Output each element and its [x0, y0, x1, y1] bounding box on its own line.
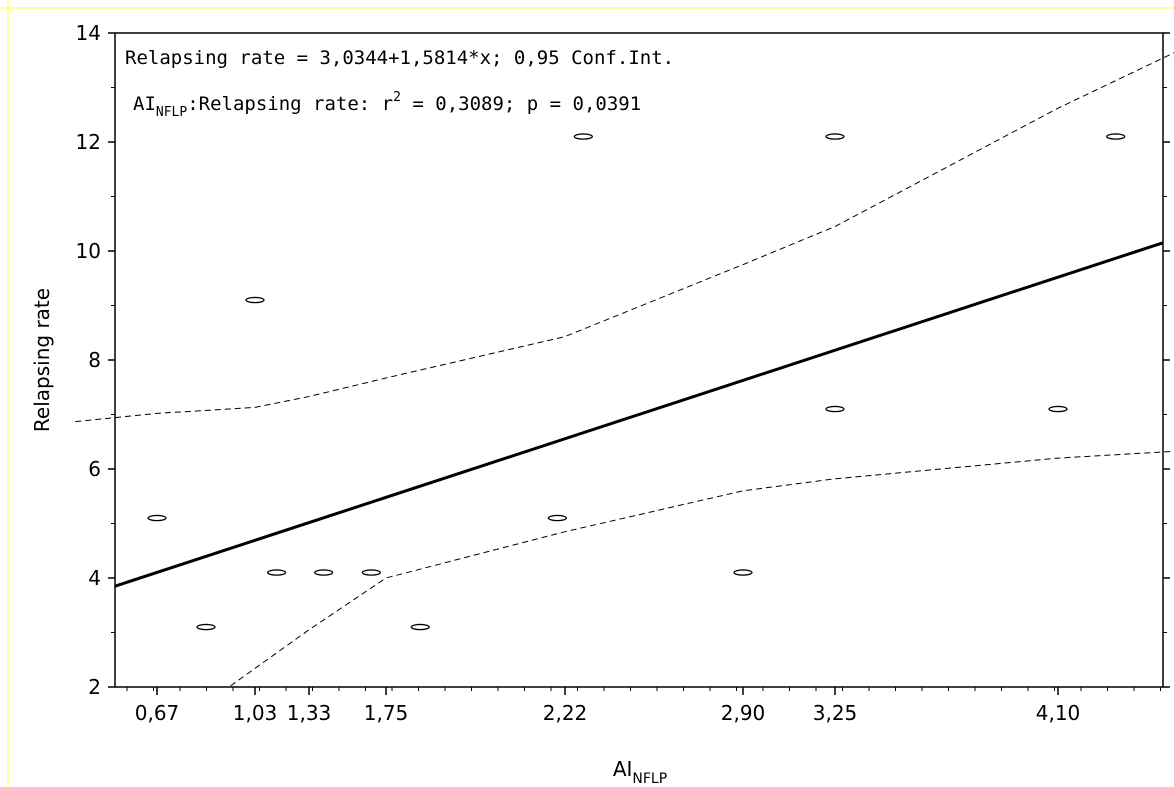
data-point: [1048, 405, 1068, 413]
data-point: [410, 623, 430, 631]
data-point: [825, 405, 845, 413]
data-point: [361, 569, 381, 576]
r2-rest: = 0,3089; p = 0,0391: [401, 93, 641, 115]
regression-line: [114, 241, 1164, 588]
y-tick-label: 14: [76, 21, 101, 45]
x-tick-label: 3,25: [813, 701, 858, 725]
data-point: [196, 623, 216, 631]
upper-confidence-bound: [75, 52, 1174, 423]
r-squared-label: AINFLP:Relapsing rate: r2 = 0,3089; p = …: [133, 90, 641, 120]
data-points: [147, 133, 1126, 631]
r2-mid: :Relapsing rate: r: [187, 93, 393, 115]
y-tick-label: 12: [76, 130, 101, 154]
data-point: [314, 569, 334, 576]
axis-ticks: 2 4 6 8 10 12 14 0,67 1,03 1,33 1,75 2,22 2,90 3,25 4,…: [76, 21, 1170, 725]
r2-var: AI: [133, 93, 156, 115]
x-tick-label: 4,10: [1036, 701, 1081, 725]
data-point: [1106, 133, 1126, 140]
regression-line-group: [114, 241, 1164, 588]
confidence-band: [75, 52, 1174, 687]
data-point: [733, 569, 753, 576]
x-tick-label: 2,22: [543, 701, 588, 725]
r2-var-sub: NFLP: [156, 105, 187, 120]
regression-equation-label: Relapsing rate = 3,0344+1,5814*x; 0,95 C…: [125, 47, 674, 69]
x-axis-label-sub: NFLP: [632, 771, 667, 787]
data-point: [825, 133, 845, 140]
y-axis-label: Relapsing rate: [30, 288, 54, 432]
y-tick-label: 4: [88, 566, 101, 590]
r2-sup: 2: [393, 90, 401, 105]
data-point: [266, 569, 287, 576]
lower-confidence-bound: [230, 450, 1174, 687]
x-axis-label: AINFLP: [613, 757, 667, 787]
data-point: [147, 514, 167, 522]
x-axis-label-main: AI: [613, 757, 633, 781]
y-tick-label: 8: [88, 348, 101, 372]
y-tick-label: 6: [88, 457, 101, 481]
x-tick-label: 0,67: [135, 701, 180, 725]
y-tick-label: 10: [76, 239, 101, 263]
data-point: [245, 296, 265, 304]
x-tick-label: 1,03: [233, 701, 278, 725]
x-tick-label: 2,90: [721, 701, 766, 725]
data-point: [573, 133, 593, 140]
x-tick-label: 1,33: [287, 701, 332, 725]
y-tick-label: 2: [88, 675, 101, 699]
x-tick-label: 1,75: [364, 701, 409, 725]
data-point: [547, 514, 568, 522]
plot-area: [114, 32, 1164, 688]
